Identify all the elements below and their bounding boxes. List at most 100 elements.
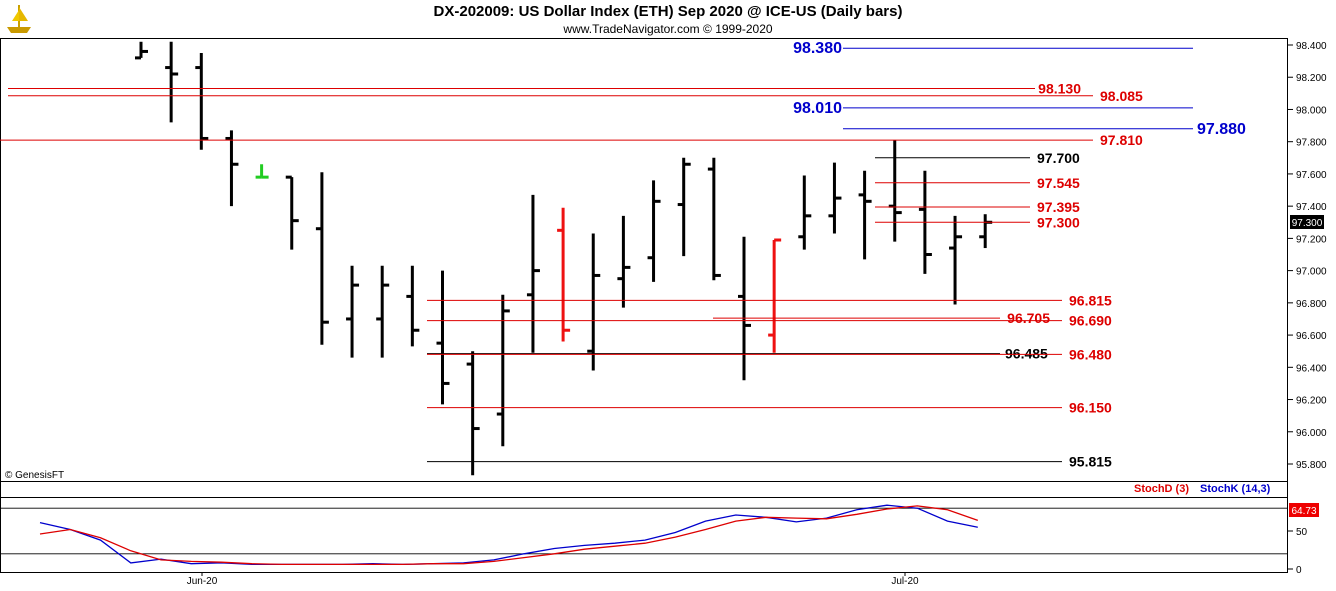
ohlc-bar: [225, 130, 239, 207]
price-tick-label: 96.400: [1296, 363, 1327, 374]
price-tick-label: 96.200: [1296, 396, 1327, 407]
stochastic-line: [39, 504, 978, 566]
ohlc-bar: [617, 215, 631, 308]
level-97.300: 97.300: [875, 214, 1080, 230]
ohlc-bar: [828, 162, 842, 234]
price-tick-label: 97.800: [1296, 138, 1327, 149]
price-tick-label: 96.000: [1296, 428, 1327, 439]
legend-stochk: StochK (14,3): [1200, 483, 1271, 495]
ohlc-bar: [135, 41, 148, 60]
ohlc-bar: [587, 233, 601, 371]
ohlc-bar: [979, 214, 993, 249]
ohlc-bar: [376, 265, 390, 358]
chart-header: DX-202009: US Dollar Index (ETH) Sep 202…: [0, 0, 1336, 38]
copyright-label: © GenesisFT: [5, 470, 64, 481]
ohlc-bar: [496, 294, 510, 447]
ohlc-bar: [466, 351, 480, 476]
ohlc-bar: [346, 265, 360, 358]
ohlc-bar: [315, 172, 329, 345]
last-price-box: [1290, 215, 1324, 229]
level-95.815: 95.815: [427, 454, 1112, 470]
ohlc-bar: [165, 41, 179, 123]
stochastic-axis: 0 50: [1288, 527, 1308, 576]
stochastic-tick-label: 50: [1296, 527, 1308, 538]
level-label: 96.150: [1069, 400, 1112, 416]
price-tick-label: 97.000: [1296, 267, 1327, 278]
ohlc-bar: [526, 194, 540, 353]
level-label: 96.485: [1005, 346, 1048, 362]
level-97.880: 97.880: [843, 121, 1246, 138]
stochastic-last-value-marker: 64.73: [1289, 503, 1319, 517]
price-tick-label: 98.200: [1296, 73, 1327, 84]
ohlc-bar: [768, 238, 782, 353]
level-label: 96.480: [1069, 346, 1112, 362]
ohlc-bar: [949, 215, 963, 305]
level-label: 97.395: [1037, 199, 1080, 215]
level-label: 97.300: [1037, 214, 1080, 230]
ohlc-bar: [406, 265, 420, 347]
level-98.130: 98.130: [8, 81, 1081, 97]
level-97.700: 97.700: [875, 150, 1080, 166]
price-tick-label: 98.000: [1296, 105, 1327, 116]
level-label: 96.815: [1069, 292, 1112, 308]
price-tick-label: 97.600: [1296, 170, 1327, 181]
ohlc-bar: [798, 175, 812, 250]
date-tick-label: Jul-20: [891, 576, 919, 587]
level-label: 96.690: [1069, 313, 1112, 329]
level-label: 96.705: [1007, 310, 1050, 326]
price-tick-label: 97.200: [1296, 234, 1327, 245]
trading-navigator-ship-icon: [7, 5, 31, 33]
level-98.010: 98.010: [793, 100, 1193, 117]
ohlc-bar: [738, 236, 751, 381]
chart-title: DX-202009: US Dollar Index (ETH) Sep 202…: [433, 3, 903, 20]
stochastic-tick-label: 0: [1296, 565, 1302, 576]
stochastic-lines: [39, 504, 979, 566]
price-tick-label: 97.400: [1296, 202, 1327, 213]
price-axis: 98.400 98.200 98.000 97.800 97.600 97.400 97.2…: [1288, 41, 1327, 471]
ohlc-bar: [858, 170, 872, 260]
level-label: 98.380: [793, 40, 842, 57]
last-price-label: 97.300: [1292, 218, 1323, 229]
ohlc-bar: [888, 140, 902, 242]
stochastic-last-value-label: 64.73: [1291, 506, 1316, 517]
stochastic-last-value-box: [1289, 503, 1319, 517]
level-96.690: 96.690: [427, 313, 1112, 329]
level-label: 97.810: [1100, 132, 1143, 148]
level-96.150: 96.150: [427, 400, 1112, 416]
level-label: 98.085: [1100, 88, 1143, 104]
level-97.810: 97.810: [0, 132, 1143, 148]
date-axis: Jun-20 Jul-20: [187, 572, 919, 587]
price-tick-label: 96.800: [1296, 299, 1327, 310]
level-96.815: 96.815: [427, 292, 1112, 308]
ohlc-bar: [436, 270, 450, 405]
ohlc-bar: [195, 53, 209, 150]
level-label: 98.130: [1038, 81, 1081, 97]
level-96.705: 96.705: [713, 310, 1050, 326]
level-98.380: 98.380: [793, 40, 1193, 57]
stochastic-reference-lines: [0, 507, 1288, 555]
price-bars: [135, 41, 993, 476]
level-label: 97.545: [1037, 175, 1080, 191]
last-price-marker: 97.300: [1290, 215, 1324, 229]
date-tick-label: Jun-20: [187, 576, 218, 587]
level-96.480: 96.480: [427, 346, 1112, 362]
support-resistance-levels: 98.380 98.130 98.085 98.010 97.880 97.810 97.7…: [0, 40, 1246, 470]
level-label: 95.815: [1069, 454, 1112, 470]
level-97.395: 97.395: [875, 199, 1080, 215]
price-tick-label: 98.400: [1296, 41, 1327, 52]
ohlc-bar: [285, 175, 299, 250]
price-tick-label: 95.800: [1296, 460, 1327, 471]
chart-subtitle: www.TradeNavigator.com © 1999-2020: [563, 22, 773, 36]
level-label: 97.880: [1197, 121, 1246, 138]
level-96.485: 96.485: [427, 346, 1048, 362]
legend-stochd: StochD (3): [1134, 483, 1189, 495]
ohlc-bar: [707, 157, 721, 281]
ohlc-bar: [557, 207, 571, 342]
level-label: 98.010: [793, 100, 842, 117]
ohlc-bar: [677, 157, 691, 257]
level-97.545: 97.545: [875, 175, 1080, 191]
level-label: 97.700: [1037, 150, 1080, 166]
level-98.085: 98.085: [8, 88, 1143, 104]
price-tick-label: 96.600: [1296, 331, 1327, 342]
